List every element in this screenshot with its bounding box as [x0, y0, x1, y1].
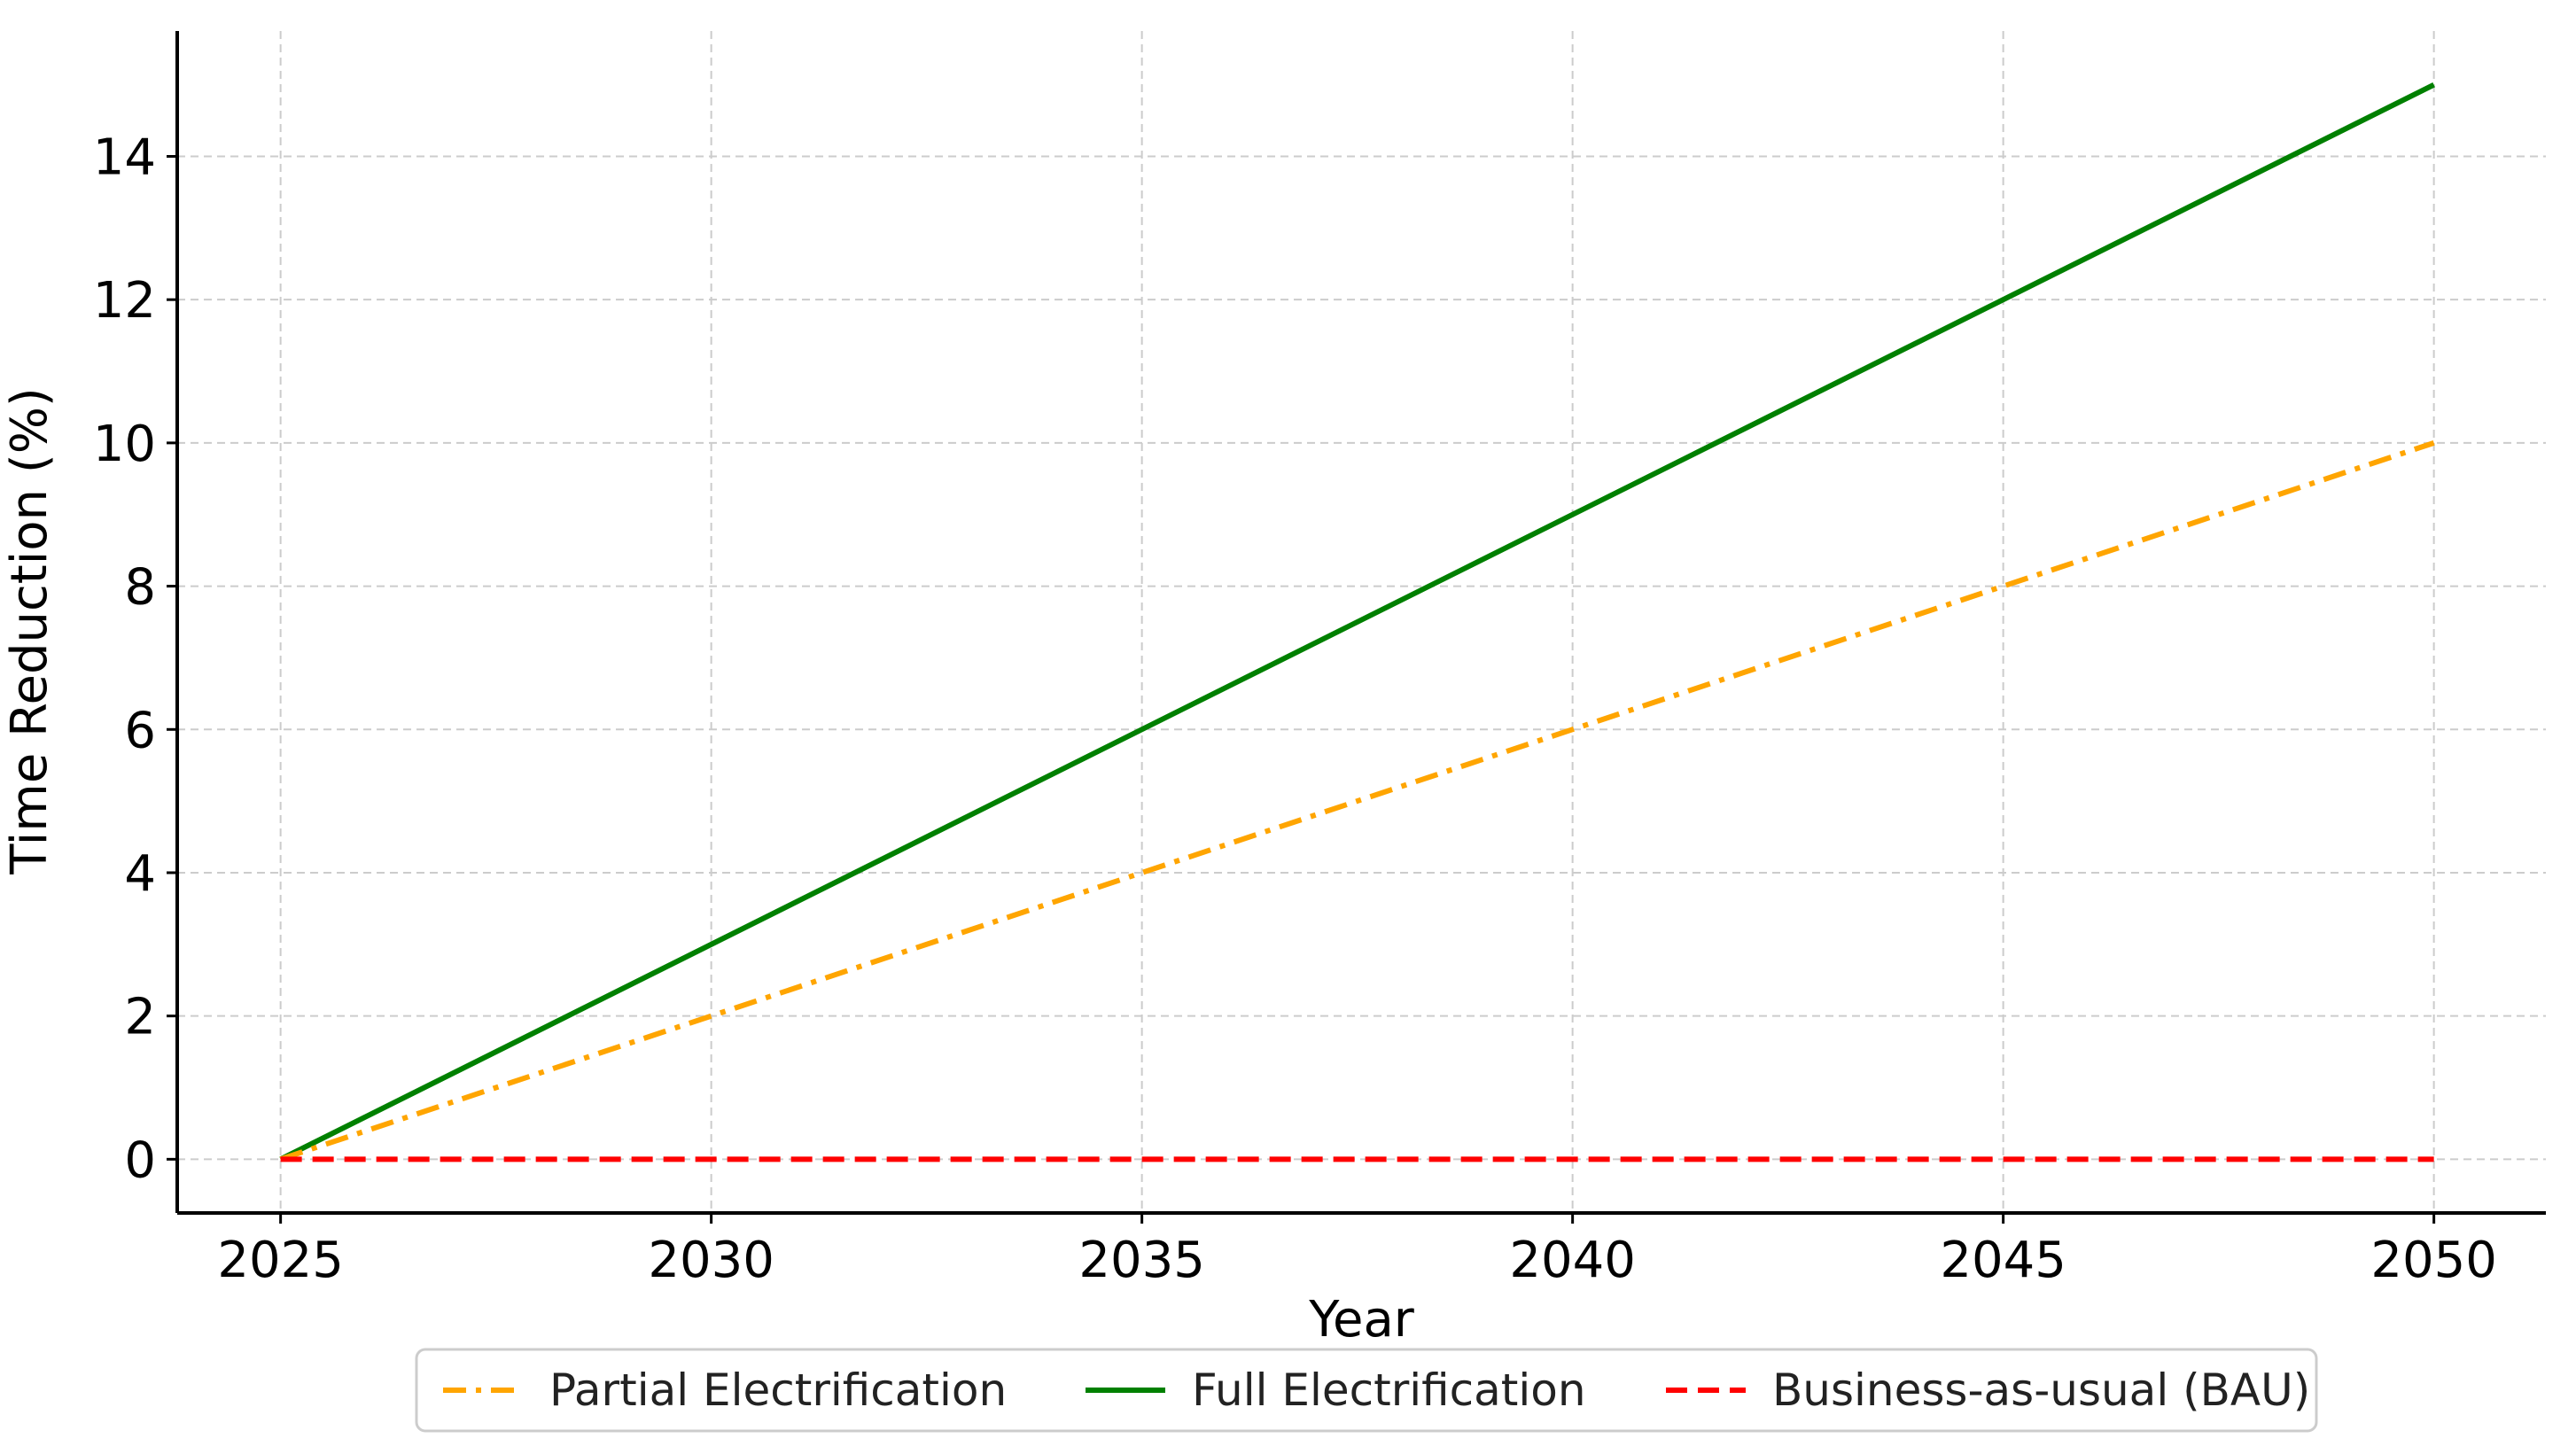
axes — [167, 31, 2546, 1224]
x-tick-label: 2045 — [1940, 1232, 2066, 1289]
y-tick-label: 4 — [124, 845, 156, 903]
x-tick-label: 2030 — [648, 1232, 774, 1289]
y-tick-label: 12 — [93, 272, 156, 330]
series-layer — [279, 82, 2435, 1162]
x-tick-label: 2025 — [217, 1232, 344, 1289]
legend-label: Business-as-usual (BAU) — [1772, 1364, 2310, 1416]
tick-labels: 2025 2030 2035 2040 2045 2050 0 2 4 6 8 10 12 14 — [93, 128, 2497, 1289]
series-line-full-electrification — [279, 82, 2435, 1162]
series-line-partial-electrification — [279, 440, 2435, 1162]
x-tick-label: 2035 — [1078, 1232, 1205, 1289]
y-tick-label: 6 — [124, 702, 156, 759]
legend-label: Partial Electrification — [549, 1364, 1007, 1416]
legend-items: Partial Electrification Full Electrificat… — [443, 1364, 2310, 1416]
x-tick-label: 2040 — [1509, 1232, 1636, 1289]
x-tick-label: 2050 — [2370, 1232, 2497, 1289]
y-tick-label: 8 — [124, 559, 156, 617]
y-tick-label: 10 — [93, 416, 156, 473]
y-tick-label: 0 — [124, 1131, 156, 1189]
x-axis-title: Year — [1308, 1291, 1415, 1349]
legend-label: Full Electrification — [1192, 1364, 1586, 1416]
y-tick-label: 14 — [93, 128, 156, 186]
y-axis-title: Time Reduction (%) — [1, 387, 58, 875]
legend-frame — [415, 1348, 2318, 1433]
y-tick-label: 2 — [124, 989, 156, 1046]
legend: Partial Electrification Full Electrificat… — [415, 1348, 2318, 1433]
